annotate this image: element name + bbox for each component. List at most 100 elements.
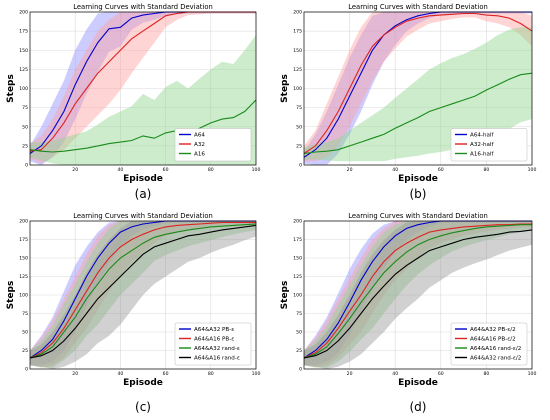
y-tick-label: 175: [293, 29, 302, 35]
x-axis-label: Episode: [123, 378, 163, 388]
x-tick-label: 40: [117, 167, 123, 173]
std-band-1: [304, 221, 532, 366]
panel-label: (b): [410, 187, 427, 201]
y-tick-label: 100: [293, 86, 302, 92]
y-tick-label: 0: [25, 367, 28, 373]
y-tick-label: 150: [293, 256, 302, 262]
legend-label: A16-half: [470, 152, 494, 158]
x-axis-label: Episode: [398, 174, 438, 184]
y-tick-label: 125: [19, 274, 28, 280]
x-tick-label: 60: [438, 371, 444, 377]
std-band-4: [30, 221, 256, 369]
y-tick-label: 25: [296, 348, 302, 354]
y-tick-label: 75: [296, 105, 302, 111]
legend-label: A64-half: [470, 133, 494, 139]
y-tick-label: 0: [299, 163, 302, 169]
x-tick-label: 60: [163, 167, 169, 173]
y-tick-label: 125: [293, 67, 302, 73]
legend-box: [450, 322, 528, 366]
axes-frame: [303, 220, 533, 370]
x-tick-label: 100: [252, 167, 261, 173]
legend-label: A64&A32 rand-ε: [194, 346, 240, 352]
legend-label: A32: [194, 142, 205, 148]
x-tick-label: 60: [438, 167, 444, 173]
y-tick-label: 50: [296, 330, 302, 336]
y-tick-label: 100: [19, 86, 28, 92]
y-tick-label: 75: [296, 311, 302, 317]
axes-frame: [29, 220, 257, 370]
std-band-2: [304, 221, 532, 368]
chart-panel: 0 25 50 75 100 125 150 175 200 20 40 60 80 100 Learnin…: [6, 3, 260, 184]
x-tick-label: 80: [483, 167, 489, 173]
y-tick-label: 200: [19, 10, 28, 16]
axes-frame: [303, 11, 533, 166]
legend-box: [174, 128, 252, 162]
legend-label: A32-half: [470, 142, 494, 148]
chart-title: Learning Curves with Standard Deviation: [348, 212, 488, 220]
y-tick-label: 200: [19, 219, 28, 225]
y-tick-label: 50: [22, 124, 28, 130]
chart-panel: 0 25 50 75 100 125 150 175 200 20 40 60 80 100 Learnin…: [280, 212, 536, 388]
y-tick-label: 175: [19, 237, 28, 243]
y-tick-label: 125: [19, 67, 28, 73]
legend-label: A64: [194, 133, 205, 139]
x-axis-label: Episode: [123, 174, 163, 184]
axes-frame: [29, 11, 257, 166]
y-tick-label: 0: [299, 367, 302, 373]
x-tick-label: 40: [392, 167, 398, 173]
y-axis-label: Steps: [280, 281, 290, 310]
y-tick-label: 150: [19, 256, 28, 262]
y-tick-label: 25: [296, 143, 302, 149]
series-line-2: [303, 12, 533, 154]
panel-label: (d): [410, 400, 427, 414]
y-tick-label: 0: [25, 163, 28, 169]
legend-label: A64&A16 rand-ε/2: [470, 346, 521, 352]
y-tick-label: 150: [293, 48, 302, 54]
x-axis-label: Episode: [398, 378, 438, 388]
std-band-3: [304, 27, 532, 162]
x-tick-label: 100: [528, 167, 537, 173]
y-tick-label: 175: [19, 29, 28, 35]
series-line-3: [303, 224, 532, 359]
legend-box: [450, 128, 528, 162]
series-line-3: [303, 72, 533, 155]
y-tick-label: 175: [293, 237, 302, 243]
panel-label: (c): [135, 400, 151, 414]
x-tick-label: 40: [117, 371, 123, 377]
x-tick-label: 60: [163, 371, 169, 377]
y-tick-label: 100: [293, 293, 302, 299]
y-axis-label: Steps: [280, 74, 290, 103]
series-line-3: [29, 99, 257, 153]
y-axis-label: Steps: [6, 281, 16, 310]
legend-label: A64&A16 PB-ε/2: [470, 337, 516, 343]
legend-label: A64&A32 PB-ε: [194, 327, 234, 333]
chart-panel: 0 25 50 75 100 125 150 175 200 20 40 60 80 100 Learnin…: [6, 212, 260, 388]
y-tick-label: 75: [22, 105, 28, 111]
chart-title: Learning Curves with Standard Deviation: [73, 212, 213, 220]
y-tick-label: 100: [19, 293, 28, 299]
legend-label: A64&A16 rand-ε: [194, 356, 240, 362]
x-tick-label: 20: [347, 371, 353, 377]
x-tick-label: 80: [208, 371, 214, 377]
y-tick-label: 75: [22, 311, 28, 317]
series-line-3: [29, 223, 257, 359]
y-tick-label: 25: [22, 143, 28, 149]
y-tick-label: 125: [293, 274, 302, 280]
legend-box: [174, 322, 252, 366]
y-tick-label: 50: [296, 124, 302, 130]
y-axis-label: Steps: [6, 74, 16, 103]
chart-panel: 0 25 50 75 100 125 150 175 200 20 40 60 80 100 Learnin…: [280, 3, 536, 184]
series-line-4: [303, 229, 533, 359]
x-tick-label: 80: [208, 167, 214, 173]
legend-label: A64&A32 rand-ε/2: [470, 356, 521, 362]
std-band-2: [30, 221, 256, 368]
series-line-2: [303, 223, 532, 359]
legend-label: A16: [194, 152, 205, 158]
legend-label: A64&A16 PB-ε: [194, 337, 234, 343]
x-tick-label: 20: [72, 371, 78, 377]
std-band-2: [30, 12, 256, 164]
std-band-2: [304, 12, 532, 162]
y-tick-label: 200: [293, 219, 302, 225]
legend-label: A64&A32 PB-ε/2: [470, 327, 516, 333]
